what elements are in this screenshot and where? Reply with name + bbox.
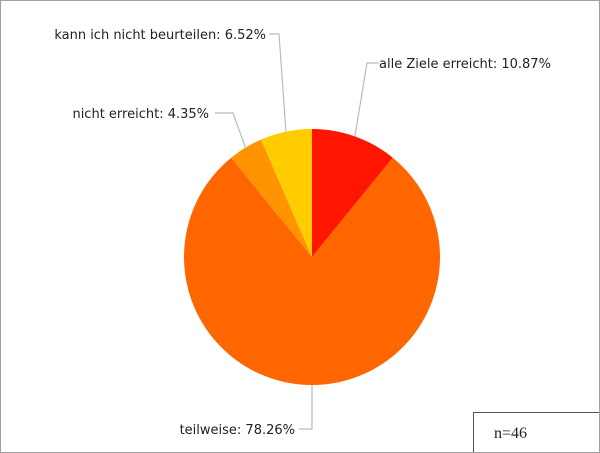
leader-line: [215, 112, 247, 148]
pie-slice: [312, 129, 393, 257]
sample-size-label: n=46: [494, 425, 528, 442]
slice-label: alle Ziele erreicht: 10.87%: [379, 57, 551, 72]
pie-slice: [184, 157, 440, 385]
slice-label: nicht erreicht: 4.35%: [72, 107, 209, 122]
slice-label: kann ich nicht beurteilen: 6.52%: [54, 28, 266, 43]
pie-slice: [231, 139, 312, 257]
leader-line: [354, 62, 379, 137]
pie-slice: [261, 129, 312, 257]
slice-label: teilweise: 78.26%: [180, 423, 295, 438]
leader-line: [269, 33, 287, 132]
leader-line: [299, 385, 313, 430]
sample-size-box: n=46: [473, 412, 599, 452]
